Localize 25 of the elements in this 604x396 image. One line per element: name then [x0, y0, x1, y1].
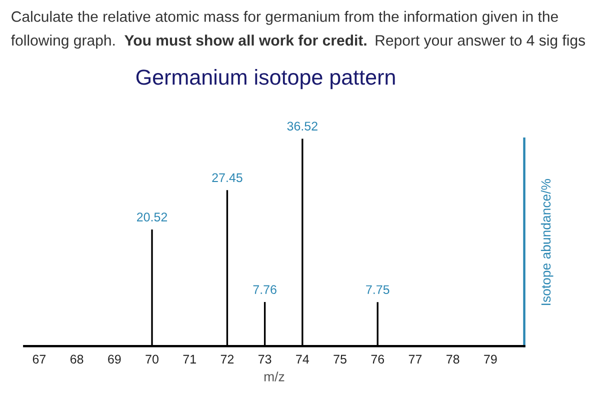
x-tick-label: 67	[32, 354, 46, 364]
chart-title: Germanium isotope pattern	[136, 69, 395, 90]
y-axis-title: Isotope abundance/%	[540, 178, 554, 305]
text: following graph.	[11, 34, 115, 49]
text: You must show all work for credit.	[124, 34, 366, 46]
x-tick-label: 71	[183, 354, 196, 364]
data-label: 36.52	[287, 122, 318, 131]
x-axis-title: m/z	[264, 372, 284, 382]
x-tick-label: 73	[258, 354, 272, 364]
data-label: 20.52	[137, 212, 168, 222]
text: Calculate the relative atomic mass for germanium from the information given in the	[12, 10, 558, 25]
x-tick-label: 79	[484, 354, 497, 364]
x-tick-label: 70	[146, 354, 158, 364]
data-label: 7.75	[366, 285, 390, 294]
x-tick-label: 76	[371, 354, 384, 364]
x-tick-label: 69	[108, 354, 121, 364]
x-tick-label: 68	[70, 354, 84, 364]
x-tick-label: 75	[334, 354, 346, 364]
x-tick-label: 72	[220, 354, 234, 364]
x-tick-label: 77	[408, 354, 422, 364]
data-label: 27.45	[212, 173, 242, 182]
x-tick-label: 78	[446, 354, 460, 364]
x-tick-label: 74	[296, 354, 310, 364]
text: Report your answer to 4 sig figs	[376, 34, 586, 49]
data-label: 7.76	[253, 285, 276, 294]
